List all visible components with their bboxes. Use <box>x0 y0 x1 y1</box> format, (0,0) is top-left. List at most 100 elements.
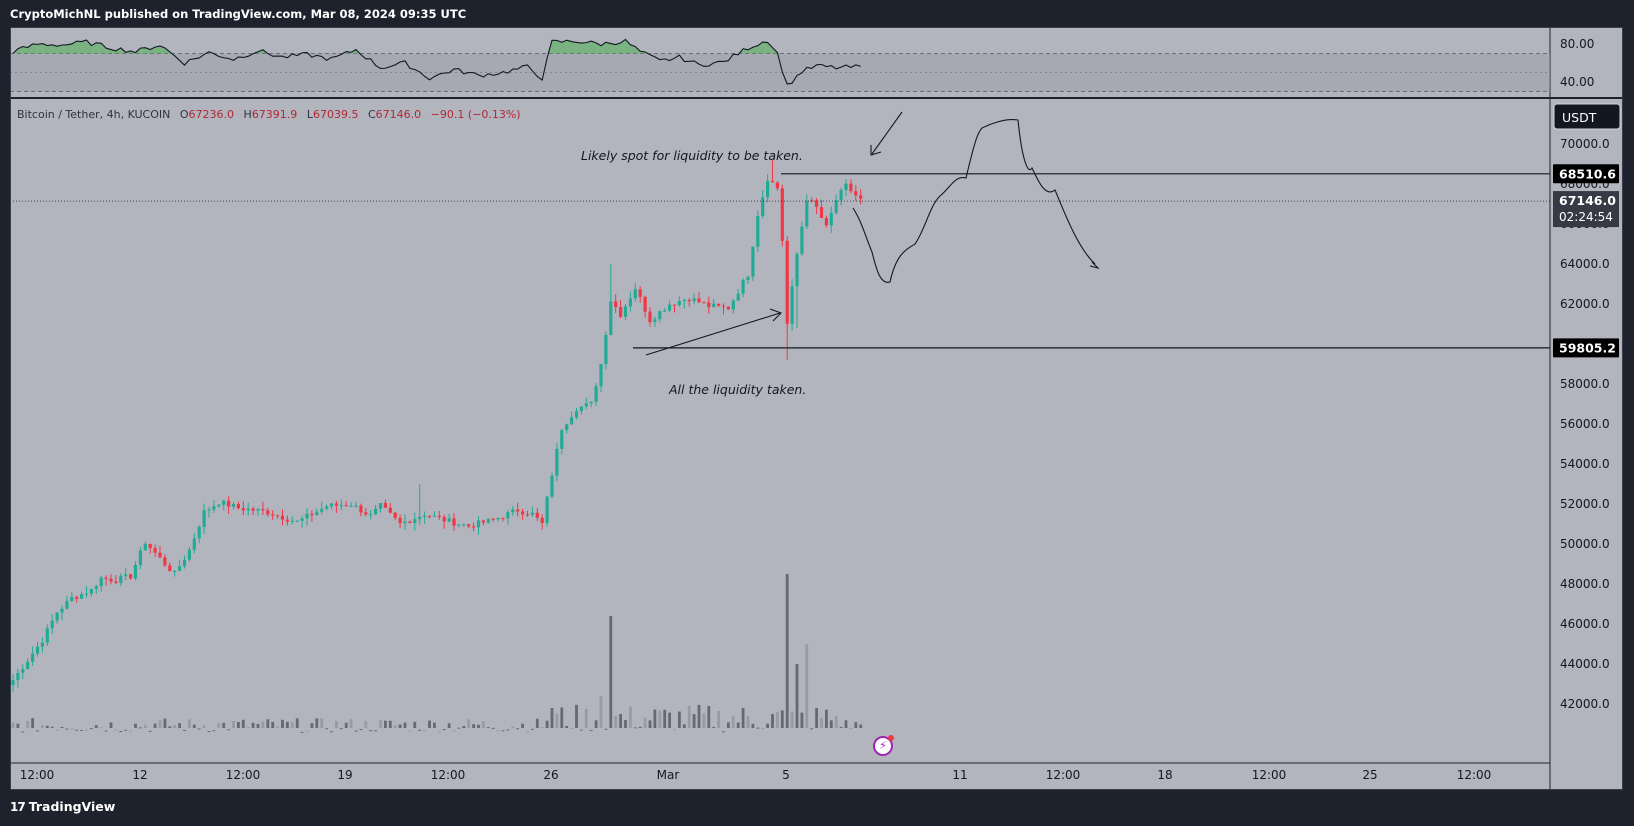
resistance-tag-bg <box>1553 164 1619 184</box>
volume-bar <box>834 716 838 728</box>
candle-body <box>383 503 387 508</box>
legend-open: 67236.0 <box>189 108 235 121</box>
candle-body <box>545 496 549 523</box>
volume-bar <box>207 731 211 733</box>
candle-body <box>584 403 588 407</box>
candle-body <box>829 212 833 226</box>
volume-bar <box>281 719 284 728</box>
volume-bar <box>859 724 863 728</box>
volume-bar <box>457 727 461 729</box>
candle-body <box>819 206 824 219</box>
candle-body <box>60 608 64 613</box>
candle-body <box>325 506 329 509</box>
candle-body <box>212 506 216 510</box>
volume-bar <box>320 718 324 728</box>
volume-bar <box>70 728 74 730</box>
volume-bar <box>477 724 480 728</box>
volume-bar <box>550 708 554 728</box>
lightning-icon[interactable]: ⚡ <box>873 735 894 756</box>
volume-bar <box>452 730 456 732</box>
price-axis-labels: 42000.0 44000.0 46000.0 48000.0 50000.0 52000… <box>1560 37 1610 711</box>
candle-body <box>447 518 451 522</box>
chart-background <box>10 27 1551 763</box>
volume-bar <box>94 725 98 728</box>
annotation-top: Likely spot for liquidity to be taken. <box>581 148 803 163</box>
candle-body <box>516 509 520 512</box>
volume-bar <box>511 726 515 728</box>
candle-body <box>75 596 79 599</box>
candle-body <box>579 406 583 412</box>
candlesticks <box>11 160 863 693</box>
volume-bar <box>251 722 255 728</box>
candle-body <box>364 512 368 515</box>
volume-bar <box>531 728 534 730</box>
currency-button[interactable]: USDT <box>1553 103 1621 130</box>
legend-line: Bitcoin / Tether, 4h, KUCOIN O67236.0 H6… <box>17 108 521 121</box>
candle-body <box>89 588 93 594</box>
volume-bar <box>256 723 260 728</box>
candle-body <box>859 195 863 199</box>
volume-bar <box>109 722 113 728</box>
volume-bar <box>736 722 740 728</box>
candle-body <box>668 304 672 311</box>
volume-bar <box>359 729 363 731</box>
volume-bar <box>192 724 196 728</box>
candle-body <box>133 565 138 579</box>
volume-bar <box>668 712 671 728</box>
candle-body <box>849 183 853 192</box>
candle-body <box>761 197 765 217</box>
candle-body <box>138 550 142 566</box>
volume-bar <box>393 725 397 728</box>
price-tags: 68510.6 59805.2 67146.0 02:24:54 <box>1553 164 1619 358</box>
volume-bar <box>300 731 304 733</box>
price-tick-label: 44000.0 <box>1560 657 1610 671</box>
volume-bar <box>766 723 769 728</box>
candle-body <box>349 505 353 507</box>
candle-body <box>633 289 637 299</box>
volume-bar <box>134 723 137 728</box>
candle-body <box>766 181 770 198</box>
volume-bar <box>682 724 686 728</box>
candle-body <box>276 515 280 517</box>
candle-body <box>717 303 721 306</box>
volume-bar <box>849 727 853 729</box>
candle-body <box>217 504 221 507</box>
candle-body <box>555 448 559 476</box>
candle-body <box>540 517 544 523</box>
volume-bar <box>423 730 426 732</box>
candle-body <box>418 516 422 520</box>
volume-bar <box>222 722 226 728</box>
volume-bar <box>575 704 578 728</box>
legend-low-label: L <box>307 108 314 121</box>
candle-body <box>702 302 706 304</box>
volume-bar <box>349 719 353 728</box>
volume-bar <box>589 730 593 732</box>
candle-body <box>682 300 686 302</box>
candle-body <box>119 575 123 583</box>
volume-bar <box>844 720 848 728</box>
volume-bar <box>678 711 681 728</box>
candle-body <box>124 574 128 576</box>
volume-bar <box>854 722 858 728</box>
candle-body <box>271 514 275 516</box>
legend-close: 67146.0 <box>376 108 422 121</box>
candle-body <box>648 311 652 323</box>
volume-bar <box>697 704 701 728</box>
time-tick-label: 5 <box>782 768 790 782</box>
volume-bar <box>227 729 230 731</box>
volume-bar <box>771 714 774 728</box>
volume-bar <box>266 719 270 728</box>
volume-bar <box>437 731 441 733</box>
volume-bar <box>433 722 436 728</box>
tradingview-logo[interactable]: 17 TradingView <box>10 799 115 814</box>
volume-bar <box>447 723 451 728</box>
candle-body <box>599 364 603 387</box>
candle-body <box>329 503 334 507</box>
volume-bar <box>295 718 299 728</box>
volume-bar <box>21 731 25 733</box>
volume-bar <box>472 724 475 728</box>
volume-bar <box>325 728 328 730</box>
candle-body <box>672 304 677 306</box>
volume-bar <box>810 728 814 730</box>
